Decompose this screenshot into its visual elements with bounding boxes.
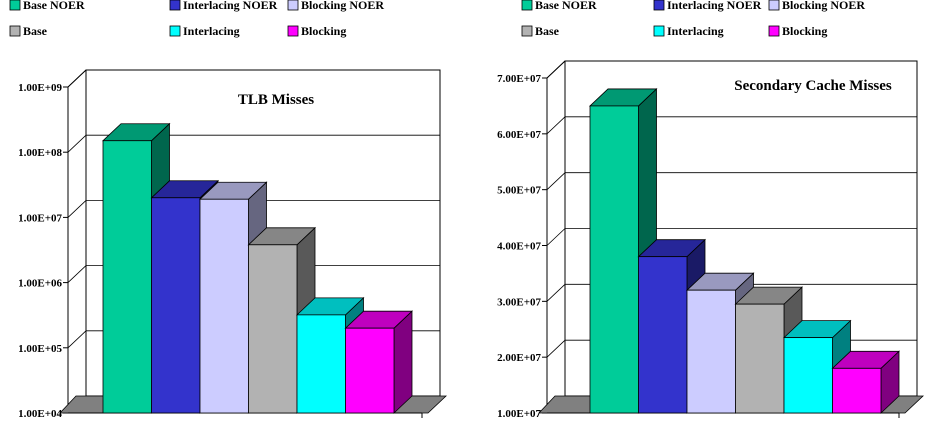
gridline-diagonal — [67, 134, 87, 153]
bar-side — [393, 310, 413, 414]
bar-front — [832, 367, 882, 414]
legend-swatch-base-noer — [521, 0, 533, 11]
legend-label-interlacing: Interlacing — [183, 24, 240, 38]
bar-front — [589, 105, 639, 414]
bar-front — [296, 314, 346, 414]
chart-title: TLB Misses — [238, 92, 314, 108]
bar-front — [248, 244, 298, 414]
bar-front — [151, 197, 201, 414]
legend-label-base-noer: Base NOER — [535, 0, 597, 12]
legend-label-blocking: Blocking — [301, 24, 346, 38]
chart-title: Secondary Cache Misses — [734, 78, 892, 94]
gridline-diagonal — [67, 200, 87, 218]
y-tick-label: 1.00E+09 — [18, 82, 62, 94]
bar-front — [686, 289, 736, 414]
legend-swatch-interlacing — [653, 25, 665, 37]
bar-base — [734, 286, 804, 414]
bar-front — [638, 256, 688, 414]
legend-swatch-blocking — [287, 25, 299, 37]
legend-label-blocking-noer: Blocking NOER — [301, 0, 384, 12]
chart-tlb-misses: Base NOER Interlacing NOER Blocking NOER Ba… — [9, 0, 448, 420]
legend-label-interlacing-noer: Interlacing NOER — [667, 0, 762, 12]
y-tick-label: 1.00E+07 — [497, 408, 541, 420]
bar-blocking — [344, 310, 414, 414]
legend-swatch-base — [521, 25, 533, 37]
legend-swatch-interlacing — [169, 25, 181, 37]
gridline-diagonal — [67, 69, 87, 88]
y-tick-label: 4.00E+07 — [497, 241, 541, 253]
y-tick-label: 1.00E+07 — [18, 212, 62, 224]
gridline-diagonal — [546, 284, 566, 302]
legend-swatch-base-noer — [9, 0, 21, 11]
chart-legend: Base NOER Interlacing NOER Blocking NOER Ba… — [521, 0, 865, 38]
legend-label-interlacing: Interlacing — [667, 24, 724, 38]
gridline-diagonal — [546, 116, 566, 135]
legend-swatch-blocking-noer — [287, 0, 299, 11]
y-tick-label: 1.00E+06 — [18, 278, 62, 290]
legend-label-blocking: Blocking — [782, 24, 827, 38]
legend-swatch-interlacing-noer — [653, 0, 665, 11]
bar-front — [735, 303, 785, 414]
gridline-diagonal — [546, 60, 566, 79]
legend-swatch-interlacing-noer — [169, 0, 181, 11]
y-tick-label: 1.00E+05 — [18, 343, 62, 355]
y-tick-label: 6.00E+07 — [497, 129, 541, 141]
gridline-diagonal — [546, 172, 566, 190]
y-tick-label: 5.00E+07 — [497, 185, 541, 197]
legend-label-base: Base — [535, 24, 560, 38]
y-tick-label: 2.00E+07 — [497, 352, 541, 364]
legend-swatch-blocking-noer — [768, 0, 780, 11]
chart-secondary-cache-misses: Base NOER Interlacing NOER Blocking NOER Ba… — [497, 0, 925, 420]
legend-label-blocking-noer: Blocking NOER — [782, 0, 865, 12]
y-tick-label: 3.00E+07 — [497, 296, 541, 308]
legend-label-base-noer: Base NOER — [23, 0, 85, 12]
gridline-diagonal — [546, 339, 566, 358]
legend-swatch-blocking — [768, 25, 780, 37]
legend-swatch-base — [9, 25, 21, 37]
y-tick-label: 1.00E+04 — [18, 408, 62, 420]
chart-legend: Base NOER Interlacing NOER Blocking NOER Ba… — [9, 0, 384, 38]
y-tick-label: 7.00E+07 — [497, 73, 541, 85]
gridline-diagonal — [546, 228, 566, 246]
bar-front — [102, 140, 152, 414]
bar-blocking — [831, 350, 901, 414]
legend-label-interlacing-noer: Interlacing NOER — [183, 0, 278, 12]
gridline-diagonal — [67, 265, 87, 283]
gridline-diagonal — [67, 330, 87, 349]
bar-front — [783, 337, 833, 414]
legend-label-base: Base — [23, 24, 48, 38]
bar-front — [345, 327, 395, 414]
y-tick-label: 1.00E+08 — [18, 147, 62, 159]
bar-front — [199, 198, 249, 414]
